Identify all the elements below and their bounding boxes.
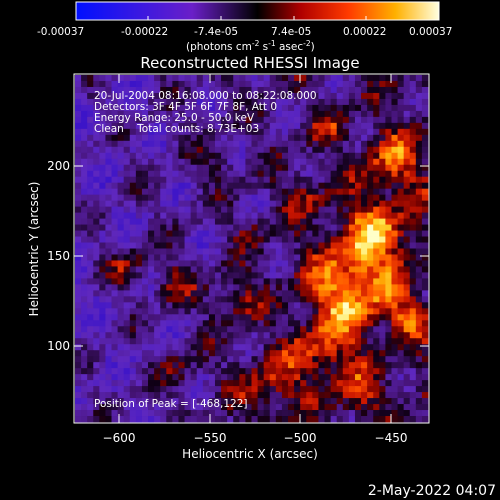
annotation-clean-counts: Clean Total counts: 8.73E+03 [94, 123, 259, 135]
annotation-time-range: 20-Jul-2004 08:16:08.000 to 08:22:08.000 [94, 90, 317, 102]
heatmap-pixels [75, 75, 429, 423]
annotation-energy-range: Energy Range: 25.0 - 50.0 keV [94, 112, 255, 124]
y-tick-label: 150 [47, 249, 70, 263]
colorbar [75, 1, 440, 21]
colorbar-tick-label: -0.00022 [121, 26, 168, 38]
x-tick-label: −500 [284, 431, 317, 445]
y-axis-label: Heliocentric Y (arcsec) [27, 182, 41, 317]
plot-frame [73, 73, 430, 424]
colorbar-tick-label: -7.4e-05 [194, 26, 238, 38]
colorbar-tick-label: -0.00037 [37, 26, 84, 38]
colorbar-tick-label: 0.00022 [343, 26, 386, 38]
x-axis-ticks [118, 74, 392, 423]
annotation-peak-position: Position of Peak = [-468,122] [94, 398, 248, 410]
chart-title: Reconstructed RHESSI Image [140, 54, 359, 72]
annotation-detectors: Detectors: 3F 4F 5F 6F 7F 8F, Att 0 [94, 101, 277, 113]
y-tick-label: 200 [47, 159, 70, 173]
x-tick-label: −450 [375, 431, 408, 445]
y-tick-label: 100 [47, 339, 70, 353]
x-tick-label: −600 [103, 431, 136, 445]
colorbar-tick-label: 7.4e-05 [271, 26, 311, 38]
x-tick-label: −550 [194, 431, 227, 445]
colorbar-units: (photons cm-2 s-1 asec-2) [186, 39, 315, 53]
y-axis-ticks [74, 165, 429, 347]
timestamp: 2-May-2022 04:07 [368, 483, 496, 499]
colorbar-ticks [75, 16, 440, 20]
x-axis-label: Heliocentric X (arcsec) [182, 447, 318, 461]
colorbar-tick-label: 0.00037 [409, 26, 452, 38]
